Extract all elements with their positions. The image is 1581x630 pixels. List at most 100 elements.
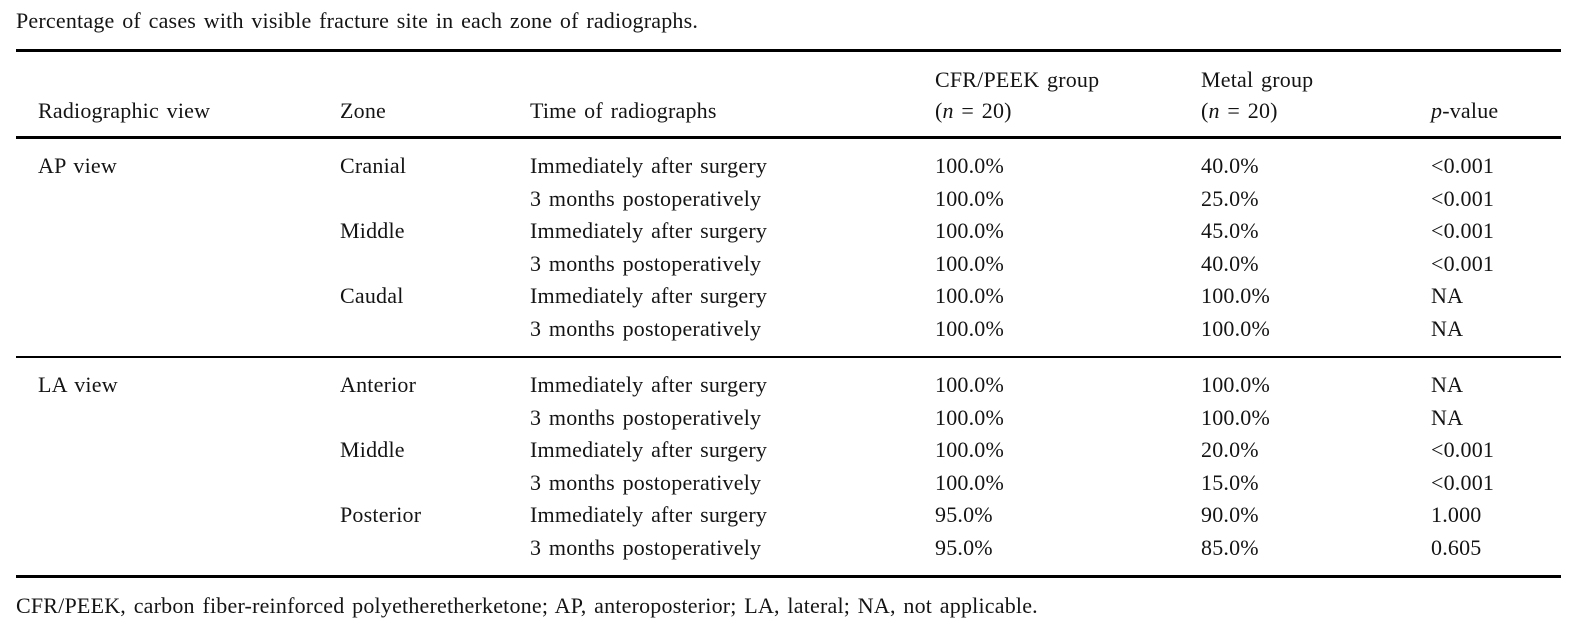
metal-group-n: (n = 20) [1201, 98, 1278, 123]
cell-p-value: NA [1431, 372, 1464, 397]
cell-time: 3 months postoperatively [530, 185, 762, 211]
cell-radiographic-view [16, 280, 340, 313]
table-row: 3 months postoperatively 100.0% 40.0% <0… [16, 248, 1561, 281]
col-header-time: Time of radiographs [530, 50, 935, 139]
cell-p-value: NA [1431, 315, 1464, 341]
table-row: 3 months postoperatively 100.0% 100.0% N… [16, 402, 1561, 435]
cell-time: 3 months postoperatively [530, 250, 762, 276]
cell-metal-value: 100.0% [1201, 372, 1271, 397]
table-row: Posterior Immediately after surgery 95.0… [16, 499, 1561, 532]
header-row: Radiographic view Zone Time of radiograp… [16, 50, 1561, 139]
cell-radiographic-view [16, 499, 340, 532]
cell-zone [340, 402, 530, 435]
cell-cfr-peek-value: 95.0% [935, 534, 993, 560]
section-ap-view: AP view Cranial Immediately after surger… [16, 138, 1561, 358]
col-header-p-value: p-value [1431, 50, 1561, 139]
table-row: LA view Anterior Immediately after surge… [16, 357, 1561, 402]
cell-metal-value: 40.0% [1201, 153, 1259, 178]
cell-cfr-peek-value: 100.0% [935, 185, 1005, 211]
cell-radiographic-view: AP view [38, 153, 117, 178]
cell-zone [340, 467, 530, 500]
cell-time: Immediately after surgery [530, 283, 768, 308]
table-footnote: CFR/PEEK, carbon fiber-reinforced polyet… [16, 593, 1038, 618]
cell-cfr-peek-value: 95.0% [935, 502, 993, 527]
cell-p-value: <0.001 [1431, 153, 1495, 178]
cell-zone [340, 313, 530, 358]
cell-p-value: <0.001 [1431, 437, 1495, 462]
table-row: 3 months postoperatively 100.0% 100.0% N… [16, 313, 1561, 358]
cell-zone: Caudal [340, 283, 404, 308]
cell-time: Immediately after surgery [530, 372, 768, 397]
cell-cfr-peek-value: 100.0% [935, 153, 1005, 178]
cell-zone [340, 248, 530, 281]
table-row: Middle Immediately after surgery 100.0% … [16, 434, 1561, 467]
cell-time: 3 months postoperatively [530, 404, 762, 430]
cell-time: 3 months postoperatively [530, 315, 762, 341]
cell-cfr-peek-value: 100.0% [935, 437, 1005, 462]
cell-p-value: <0.001 [1431, 218, 1495, 243]
cell-zone [340, 532, 530, 577]
cell-p-value: 0.605 [1431, 534, 1482, 560]
cell-cfr-peek-value: 100.0% [935, 250, 1005, 276]
table-row: 3 months postoperatively 100.0% 25.0% <0… [16, 183, 1561, 216]
cell-zone: Middle [340, 218, 405, 243]
cell-radiographic-view [16, 215, 340, 248]
cell-metal-value: 85.0% [1201, 534, 1259, 560]
cell-metal-value: 20.0% [1201, 437, 1259, 462]
table-row: 3 months postoperatively 95.0% 85.0% 0.6… [16, 532, 1561, 577]
cell-zone [340, 183, 530, 216]
cell-radiographic-view [16, 467, 340, 500]
cell-metal-value: 15.0% [1201, 469, 1259, 495]
cell-p-value: <0.001 [1431, 250, 1495, 276]
cell-cfr-peek-value: 100.0% [935, 469, 1005, 495]
cell-metal-value: 100.0% [1201, 404, 1271, 430]
cell-cfr-peek-value: 100.0% [935, 218, 1005, 243]
cell-p-value: <0.001 [1431, 185, 1495, 211]
cell-radiographic-view: LA view [38, 372, 118, 397]
cell-metal-value: 25.0% [1201, 185, 1259, 211]
metal-group-label: Metal group [1201, 67, 1314, 92]
cell-cfr-peek-value: 100.0% [935, 315, 1005, 341]
cfr-group-n: (n = 20) [935, 98, 1012, 123]
cell-time: 3 months postoperatively [530, 534, 762, 560]
table-header: Radiographic view Zone Time of radiograp… [16, 50, 1561, 139]
cell-metal-value: 100.0% [1201, 315, 1271, 341]
cell-radiographic-view [16, 313, 340, 358]
col-header-metal-group: Metal group (n = 20) [1201, 50, 1431, 139]
cell-time: Immediately after surgery [530, 437, 768, 462]
cell-metal-value: 90.0% [1201, 502, 1259, 527]
cell-cfr-peek-value: 100.0% [935, 404, 1005, 430]
col-header-zone: Zone [340, 50, 530, 139]
cell-cfr-peek-value: 100.0% [935, 283, 1005, 308]
cell-zone: Anterior [340, 372, 417, 397]
cell-time: Immediately after surgery [530, 153, 768, 178]
cell-radiographic-view [16, 248, 340, 281]
cell-p-value: 1.000 [1431, 502, 1482, 527]
cfr-group-label: CFR/PEEK group [935, 67, 1100, 92]
data-table: Radiographic view Zone Time of radiograp… [16, 49, 1561, 578]
cell-zone: Cranial [340, 153, 407, 178]
cell-radiographic-view [16, 183, 340, 216]
cell-p-value: NA [1431, 404, 1464, 430]
cell-time: 3 months postoperatively [530, 469, 762, 495]
cell-radiographic-view [16, 402, 340, 435]
cell-radiographic-view [16, 532, 340, 577]
cell-time: Immediately after surgery [530, 218, 768, 243]
cell-metal-value: 40.0% [1201, 250, 1259, 276]
col-header-cfr-peek-group: CFR/PEEK group (n = 20) [935, 50, 1201, 139]
cell-metal-value: 100.0% [1201, 283, 1271, 308]
col-header-radiographic-view: Radiographic view [16, 50, 340, 139]
cell-time: Immediately after surgery [530, 502, 768, 527]
table-caption: Percentage of cases with visible fractur… [16, 8, 699, 33]
table-row: Caudal Immediately after surgery 100.0% … [16, 280, 1561, 313]
cell-metal-value: 45.0% [1201, 218, 1259, 243]
cell-cfr-peek-value: 100.0% [935, 372, 1005, 397]
table-row: Middle Immediately after surgery 100.0% … [16, 215, 1561, 248]
cell-p-value: <0.001 [1431, 469, 1495, 495]
cell-p-value: NA [1431, 283, 1464, 308]
cell-radiographic-view [16, 434, 340, 467]
cell-zone: Middle [340, 437, 405, 462]
table-row: 3 months postoperatively 100.0% 15.0% <0… [16, 467, 1561, 500]
table-row: AP view Cranial Immediately after surger… [16, 138, 1561, 183]
